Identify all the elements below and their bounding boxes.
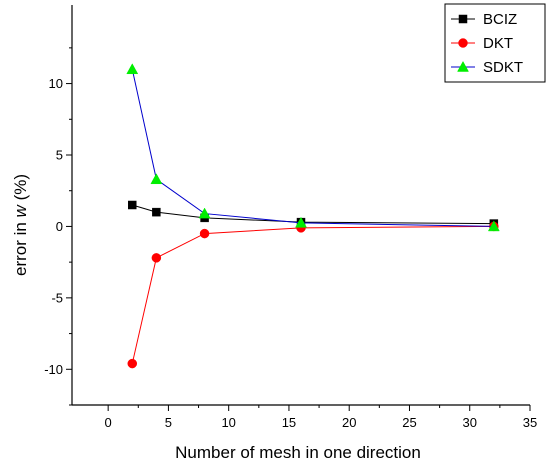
y-tick-label: 10 [49, 76, 63, 91]
data-point-sdkt [126, 63, 139, 75]
data-point-sdkt [198, 207, 211, 219]
y-tick-label: 5 [56, 148, 63, 163]
x-tick-label: 20 [342, 415, 356, 430]
y-axis-title-suffix: (%) [11, 174, 30, 205]
series-bciz [128, 200, 499, 228]
y-axis-title-var: w [11, 203, 30, 217]
series-line-dkt [131, 225, 494, 364]
x-tick-label: 5 [165, 415, 172, 430]
data-point-dkt [151, 253, 162, 263]
series-line-sdkt [131, 69, 494, 227]
legend-label-sdkt: SDKT [483, 59, 523, 76]
x-tick-label: 35 [523, 415, 537, 430]
series-layer [126, 63, 500, 369]
data-point-sdkt [295, 216, 307, 228]
x-tick-label: 0 [105, 415, 112, 430]
legend-marker-bciz [458, 14, 468, 24]
y-tick-label: -5 [51, 290, 63, 305]
data-point-sdkt [487, 220, 500, 232]
x-tick-label: 30 [463, 415, 477, 430]
data-point-dkt [127, 358, 138, 369]
x-tick-label: 15 [282, 415, 296, 430]
series-dkt [127, 221, 499, 369]
data-point-dkt [199, 228, 210, 239]
y-axis-title-prefix: error in [11, 217, 30, 276]
x-tick-label: 10 [221, 415, 235, 430]
series-line-bciz [132, 204, 494, 225]
legend-marker-dkt [458, 38, 468, 48]
y-axis-title: error in w (%) [11, 174, 30, 276]
y-tick-label: -10 [44, 362, 63, 377]
data-point-bciz [128, 200, 137, 210]
data-point-sdkt [150, 173, 163, 185]
series-sdkt [126, 63, 500, 232]
y-tick-label: 0 [56, 219, 63, 234]
x-tick-label: 25 [402, 415, 416, 430]
legend: BCIZ DKT SDKT [444, 3, 546, 83]
legend-marker-sdkt [457, 60, 469, 72]
legend-label-bciz: BCIZ [483, 11, 517, 28]
x-axis-title: Number of mesh in one direction [175, 443, 421, 462]
axes-layer: 0 5 10 15 20 25 30 35 -10 -5 0 5 10 [44, 5, 537, 430]
data-point-bciz [152, 207, 161, 217]
legend-label-dkt: DKT [483, 35, 513, 52]
